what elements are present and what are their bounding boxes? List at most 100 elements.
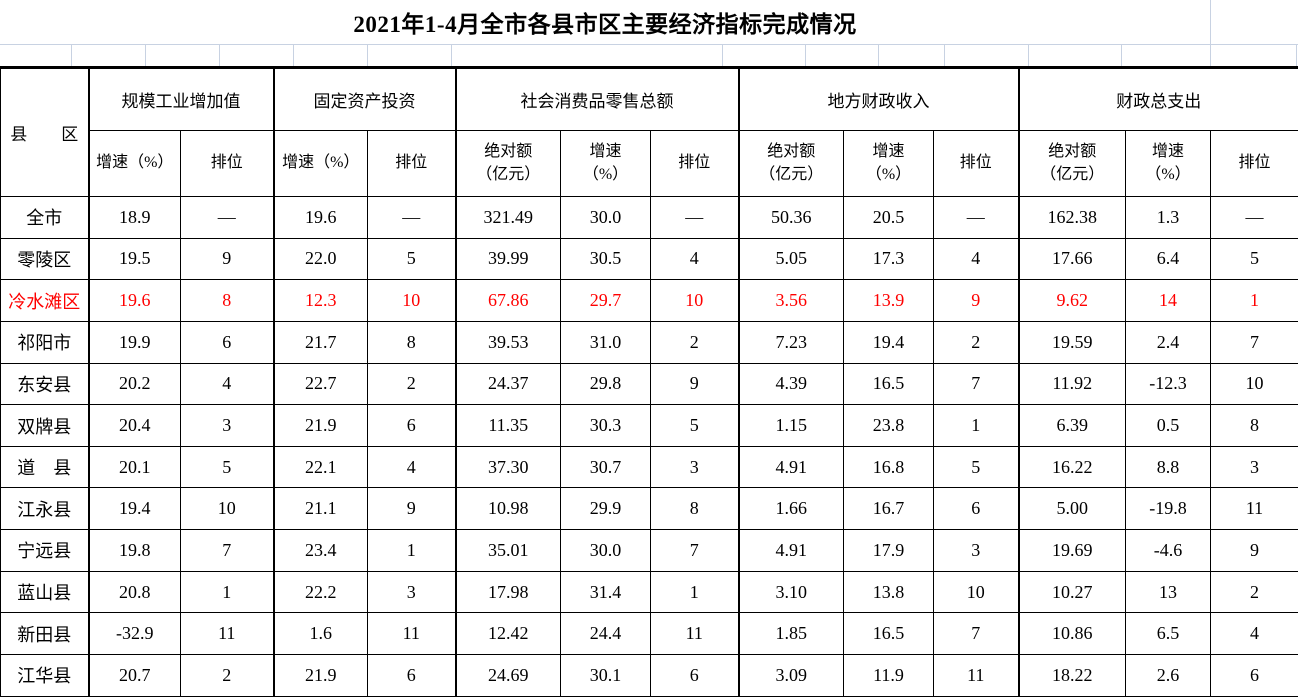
data-cell: 3: [650, 445, 739, 489]
data-cell: 3: [367, 570, 456, 614]
data-cell: 30.5: [560, 237, 651, 281]
data-cell: 20.1: [87, 445, 181, 489]
county-name-cell: 江华县: [0, 654, 89, 697]
data-cell: 19.4: [843, 320, 934, 364]
data-cell: 5: [367, 237, 456, 281]
economic-indicators-table: 县 区 规模工业增加值 固定资产投资 社会消费品零售总额 地方财政收入 财政总支…: [0, 66, 1298, 697]
data-cell: 3: [180, 404, 274, 447]
data-cell: 11.9: [843, 654, 934, 697]
data-cell: 10: [650, 279, 739, 322]
gridline: [293, 44, 294, 66]
data-cell: 6: [650, 654, 739, 697]
data-cell: 29.9: [560, 487, 651, 531]
gridline: [1121, 44, 1122, 66]
sub-header-row: 增速（%） 排位 增速（%） 排位 绝对额 （亿元） 增速 （%） 排位 绝对额…: [1, 130, 1298, 197]
county-name-cell: 江永县: [0, 487, 89, 531]
data-cell: 18.22: [1017, 654, 1126, 697]
subheader-cell: 增速 （%）: [1125, 130, 1211, 197]
table-row: 祁阳市 19.9 6 21.7 8 39.53 31.0 2 7.23 19.4 2 19.59 2.4…: [0, 320, 1298, 364]
corner-header-cell: 县 区: [0, 67, 89, 197]
data-cell: 11.35: [454, 404, 561, 447]
data-cell: -12.3: [1125, 362, 1211, 406]
data-cell: 4: [367, 445, 456, 489]
subheader-cell: 排位: [933, 130, 1019, 197]
county-name-cell: 双牌县: [0, 404, 89, 447]
data-cell: 39.53: [454, 320, 561, 364]
data-cell: 10: [367, 279, 456, 322]
data-cell: 17.98: [454, 570, 561, 614]
data-cell: 9: [933, 279, 1019, 322]
data-cell: 67.86: [454, 279, 561, 322]
data-cell: 13.8: [843, 570, 934, 614]
data-cell: 24.69: [454, 654, 561, 697]
data-cell: 21.9: [272, 654, 368, 697]
data-cell: 50.36: [737, 196, 844, 239]
subheader-cell: 绝对额 （亿元）: [1017, 130, 1126, 197]
data-cell: 20.2: [87, 362, 181, 406]
data-cell: 19.9: [87, 320, 181, 364]
data-cell: 5: [1209, 237, 1298, 281]
table-row: 蓝山县 20.8 1 22.2 3 17.98 31.4 1 3.10 13.8 10 10.27 13…: [0, 570, 1298, 614]
data-cell: 22.1: [272, 445, 368, 489]
subheader-cell: 增速（%）: [87, 130, 181, 197]
data-cell: 2: [367, 362, 456, 406]
data-cell: 20.7: [87, 654, 181, 697]
data-cell: 10: [1209, 362, 1298, 406]
data-cell: 6.39: [1017, 404, 1126, 447]
data-cell: 1.3: [1125, 196, 1211, 239]
gridline: [145, 44, 146, 66]
data-cell: 4.91: [737, 445, 844, 489]
data-cell: 12.42: [454, 612, 561, 656]
gridline: [805, 44, 806, 66]
data-cell: 1: [367, 529, 456, 572]
data-cell: 24.37: [454, 362, 561, 406]
data-cell: 1.6: [272, 612, 368, 656]
data-cell: 2.4: [1125, 320, 1211, 364]
subheader-cell: 绝对额 （亿元）: [454, 130, 561, 197]
data-cell: 6: [367, 654, 456, 697]
data-cell: 19.5: [87, 237, 181, 281]
data-cell: 9: [1209, 529, 1298, 572]
data-cell: 9.62: [1017, 279, 1126, 322]
data-cell: 37.30: [454, 445, 561, 489]
gridline: [1210, 44, 1211, 66]
subheader-cell: 增速（%）: [272, 130, 368, 197]
data-cell: 7: [650, 529, 739, 572]
gridline: [1028, 44, 1029, 66]
table-row: 零陵区 19.5 9 22.0 5 39.99 30.5 4 5.05 17.3 4 17.66 6.4…: [0, 237, 1298, 281]
data-cell: 4: [933, 237, 1019, 281]
data-cell: -32.9: [87, 612, 181, 656]
gridline: [722, 44, 723, 66]
data-cell: 19.8: [87, 529, 181, 572]
data-cell: 1.15: [737, 404, 844, 447]
subheader-cell: 增速 （%）: [843, 130, 934, 197]
gridline: [1210, 0, 1211, 44]
table-row: 新田县 -32.9 11 1.6 11 12.42 24.4 11 1.85 16.5 7 10.86…: [0, 612, 1298, 656]
data-cell: 10.98: [454, 487, 561, 531]
group-header-fixed-asset-investment: 固定资产投资: [272, 67, 456, 131]
data-cell: 1: [180, 570, 274, 614]
title-band: 2021年1-4月全市各县市区主要经济指标完成情况: [0, 0, 1210, 44]
data-cell: 2: [1209, 570, 1298, 614]
data-cell: 21.9: [272, 404, 368, 447]
data-cell: 6: [367, 404, 456, 447]
subheader-cell: 排位: [1209, 130, 1298, 197]
county-name-cell: 冷水滩区: [0, 279, 89, 322]
data-cell: 4.39: [737, 362, 844, 406]
group-header-row: 县 区 规模工业增加值 固定资产投资 社会消费品零售总额 地方财政收入 财政总支…: [0, 67, 1298, 197]
data-cell: 8.8: [1125, 445, 1211, 489]
data-cell: 3.09: [737, 654, 844, 697]
data-cell: 17.3: [843, 237, 934, 281]
data-cell: 16.5: [843, 362, 934, 406]
data-cell: 1.66: [737, 487, 844, 531]
data-cell: 8: [1209, 404, 1298, 447]
data-cell: 19.69: [1017, 529, 1126, 572]
data-cell: 12.3: [272, 279, 368, 322]
data-cell: 7: [1209, 320, 1298, 364]
data-cell: 30.0: [560, 529, 651, 572]
data-cell: 11: [367, 612, 456, 656]
data-cell: 20.4: [87, 404, 181, 447]
county-name-cell: 全市: [0, 196, 89, 239]
data-cell: 29.8: [560, 362, 651, 406]
data-cell: 6: [1209, 654, 1298, 697]
